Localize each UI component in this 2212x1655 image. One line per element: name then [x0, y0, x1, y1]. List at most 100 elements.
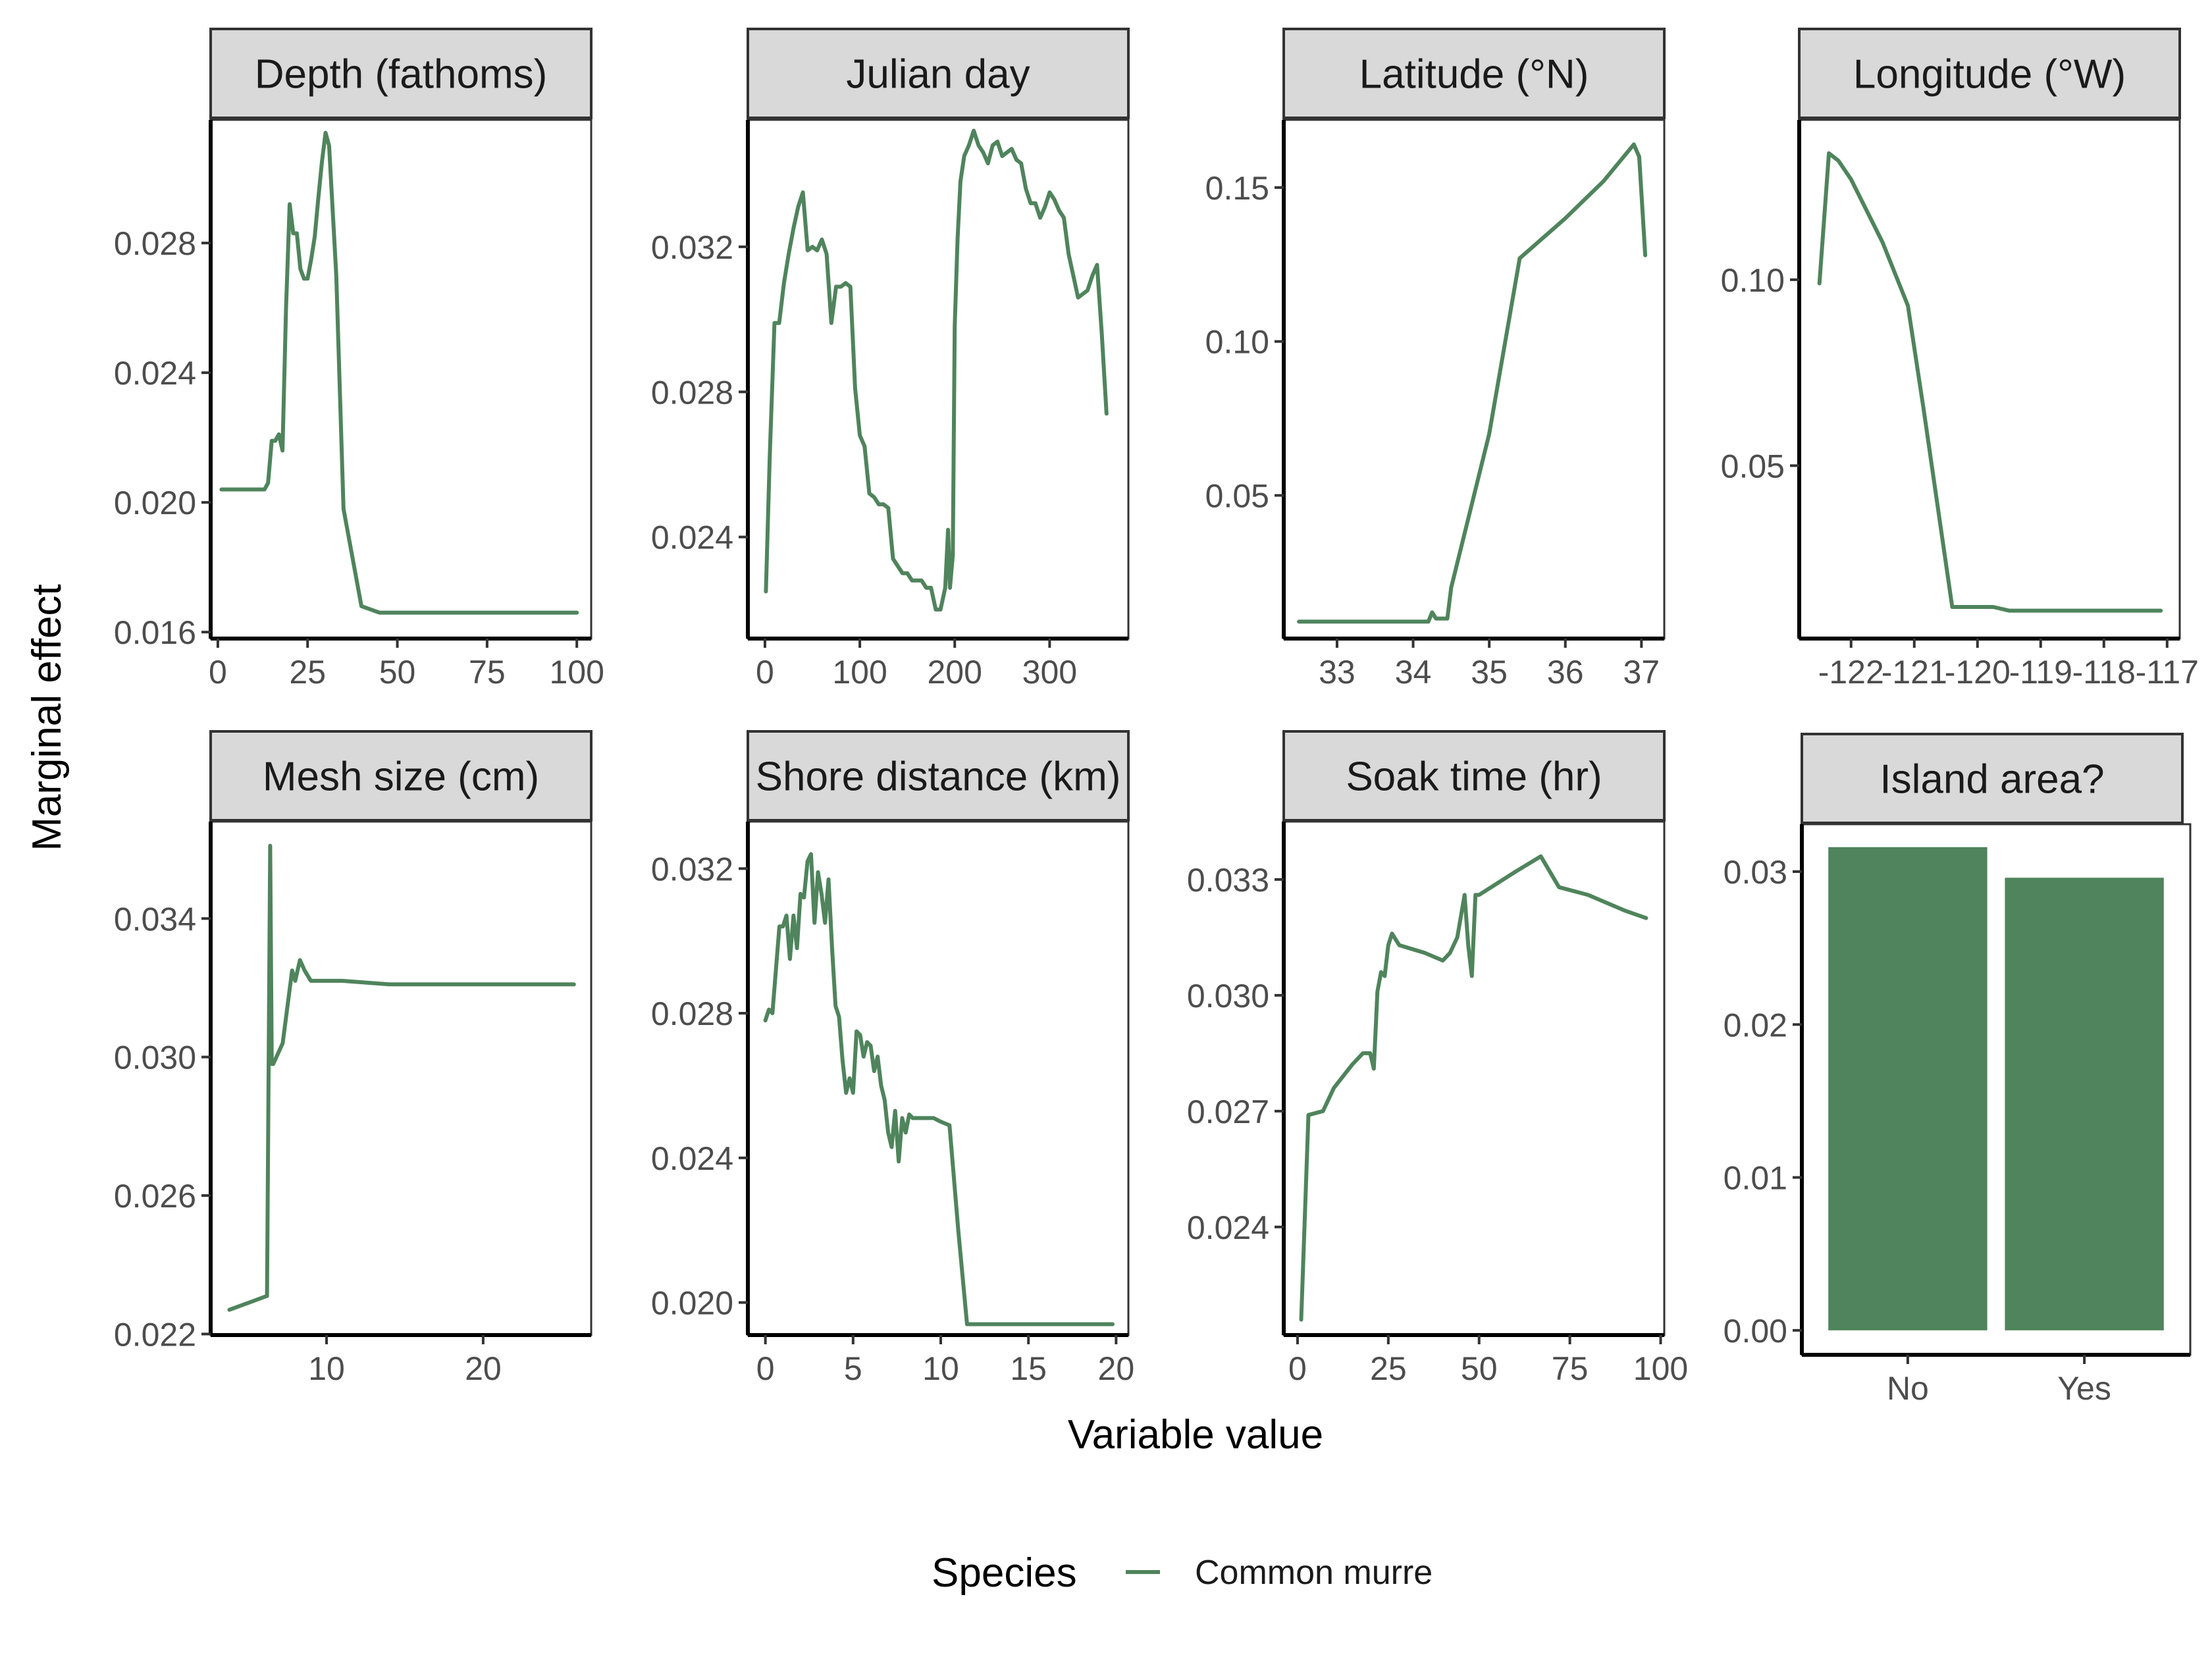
y-tick-label: 0.026	[114, 1178, 196, 1215]
y-tick-label: 0.030	[114, 1039, 196, 1076]
x-tick-label: 75	[469, 654, 506, 691]
y-tick-label: 0.027	[1187, 1093, 1269, 1130]
series-line	[219, 130, 579, 615]
x-tick-label: 10	[922, 1350, 959, 1387]
x-tick-label: 33	[1319, 654, 1356, 691]
facet-strip-label: Soak time (hr)	[1346, 754, 1602, 800]
x-tick-label: 25	[289, 654, 326, 691]
x-tick-label: 10	[308, 1350, 345, 1387]
x-tick-label: 50	[379, 654, 416, 691]
x-tick-label: 200	[928, 654, 982, 691]
x-tick-label: 35	[1471, 654, 1508, 691]
facet-strip	[209, 730, 592, 822]
y-tick-label: 0.028	[114, 225, 196, 262]
series-line	[1817, 151, 2163, 613]
facet-strip-label: Latitude (°N)	[1359, 52, 1589, 97]
x-tick-label: No	[1887, 1370, 1929, 1407]
x-tick-label: -119	[2009, 654, 2072, 691]
y-tick-label: 0.02	[1724, 1007, 1787, 1043]
x-tick-label: 100	[1633, 1350, 1688, 1387]
panel-6: Shore distance (km) 0.020 0.024 0.028 0.032 0…	[651, 730, 1135, 1387]
series-line	[763, 852, 1115, 1327]
x-tick-label: 0	[1288, 1350, 1307, 1387]
y-axis-title: Marginal effect	[24, 584, 70, 851]
y-tick-label: 0.028	[651, 374, 733, 411]
facet-strip	[1282, 730, 1666, 822]
legend-entry-label: Common murre	[1195, 1554, 1433, 1592]
y-tick-label: 0.020	[114, 485, 196, 521]
y-tick-label: 0.15	[1205, 170, 1269, 207]
panel-1: Depth (fathoms) 0.016 0.020 0.024 0.028 0 25 50…	[114, 28, 604, 691]
facet-strip	[747, 730, 1130, 822]
plot-frame	[209, 118, 592, 640]
facet-strip-label: Island area?	[1880, 757, 2104, 802]
facet-strip-label: Longitude (°W)	[1853, 52, 2126, 97]
x-tick-label: 34	[1395, 654, 1432, 691]
x-tick-label: 20	[1098, 1350, 1135, 1387]
panel-4: Longitude (°W)0.050.10-122-121-120-119 -1…	[1721, 28, 2199, 691]
y-tick-label: 0.034	[114, 901, 196, 937]
facet-strip-label: Shore distance (km)	[756, 754, 1121, 800]
facet-strip	[1798, 28, 2181, 119]
series-line	[227, 843, 576, 1312]
y-tick-label: 0.10	[1721, 262, 1785, 299]
y-tick-label: 0.10	[1205, 324, 1269, 361]
legend-title: Species	[932, 1550, 1077, 1596]
x-tick-label: 20	[465, 1350, 502, 1387]
x-tick-label: 100	[832, 654, 887, 691]
y-tick-label: 0.020	[651, 1285, 733, 1322]
facet-strip	[1801, 733, 2184, 824]
y-tick-label: 0.032	[651, 229, 733, 266]
series-line	[1297, 142, 1648, 624]
x-tick-label: 100	[549, 654, 604, 691]
y-tick-label: 0.03	[1724, 854, 1787, 891]
y-tick-label: 0.01	[1724, 1160, 1787, 1197]
x-tick-label: 0	[756, 1350, 775, 1387]
y-tick-label: 0.016	[114, 614, 196, 651]
x-tick-label: 5	[844, 1350, 862, 1387]
facet-strip	[747, 28, 1130, 119]
panel-2: Julian day 0.024 0.028 0.032 0 100 200 300	[651, 28, 1130, 691]
y-tick-label: 0.024	[651, 519, 733, 556]
plot-frame	[209, 820, 592, 1336]
bar	[1828, 847, 1988, 1330]
panel-3: Latitude (°N) 0.05 0.10 0.15 33 34 35 36 37	[1205, 28, 1666, 691]
panel-7: Soak time (hr) 0.024 0.027 0.030 0.033 0 25 50 7…	[1187, 730, 1688, 1387]
panel-8: Island area? 0.00 0.01 0.02 0.03 No Yes	[1724, 733, 2192, 1407]
facet-strip-label: Mesh size (cm)	[263, 754, 539, 800]
plot-frame	[1798, 118, 2181, 640]
facet-strip-label: Depth (fathoms)	[255, 52, 548, 97]
y-tick-label: 0.033	[1187, 862, 1269, 899]
legend: Species Common murre	[932, 1550, 1433, 1596]
plot-frame	[1282, 118, 1666, 640]
y-tick-label: 0.00	[1724, 1313, 1787, 1350]
facet-strip	[1282, 28, 1666, 119]
x-tick-label: 75	[1552, 1350, 1589, 1387]
x-tick-label: 15	[1010, 1350, 1047, 1387]
facet-strip-label: Julian day	[846, 52, 1030, 97]
facet-strip	[209, 28, 592, 119]
y-tick-label: 0.024	[114, 355, 196, 392]
y-tick-label: 0.022	[114, 1316, 196, 1353]
y-tick-label: 0.028	[651, 995, 733, 1032]
series-line	[1299, 854, 1648, 1322]
y-tick-label: 0.024	[651, 1140, 733, 1177]
x-tick-label: 0	[756, 654, 774, 691]
x-tick-label: Yes	[2057, 1370, 2111, 1407]
plot-frame	[747, 820, 1130, 1336]
x-tick-label: -122	[1818, 654, 1884, 691]
bar	[2005, 878, 2164, 1330]
y-tick-label: 0.05	[1205, 478, 1269, 515]
x-axis-title: Variable value	[1068, 1412, 1323, 1458]
x-tick-label: 50	[1461, 1350, 1498, 1387]
y-tick-label: 0.030	[1187, 978, 1269, 1014]
y-tick-label: 0.024	[1187, 1209, 1269, 1246]
panel-5: Mesh size (cm) 0.022 0.026 0.030 0.034 10 20	[114, 730, 592, 1387]
y-tick-label: 0.032	[651, 851, 733, 887]
y-tick-label: 0.05	[1721, 448, 1785, 485]
x-tick-label: 36	[1547, 654, 1584, 691]
plot-frame	[747, 118, 1130, 640]
x-tick-label: -117	[2136, 654, 2199, 691]
